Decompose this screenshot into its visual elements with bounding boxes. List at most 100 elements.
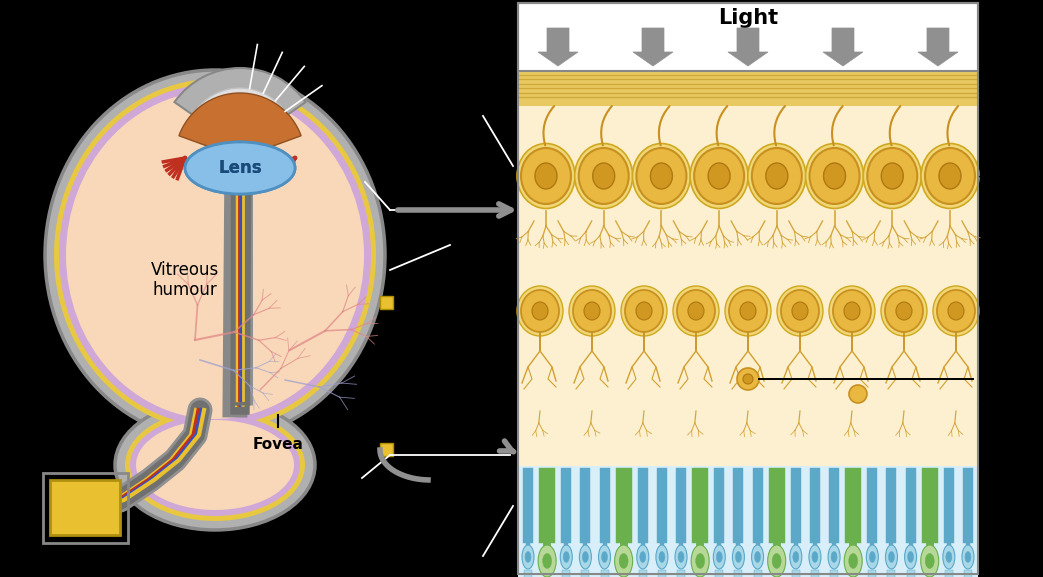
Bar [964, 570, 972, 577]
Ellipse shape [766, 163, 787, 189]
Ellipse shape [844, 545, 863, 577]
Bar [734, 570, 743, 577]
Bar [715, 570, 723, 577]
Ellipse shape [592, 163, 614, 189]
Polygon shape [728, 28, 768, 66]
Ellipse shape [805, 144, 864, 208]
Ellipse shape [696, 553, 705, 568]
Bar [676, 468, 686, 543]
Ellipse shape [54, 79, 377, 431]
Bar [561, 468, 572, 543]
Bar [829, 468, 839, 543]
Bar [769, 468, 784, 543]
Ellipse shape [965, 552, 971, 563]
Ellipse shape [943, 545, 954, 569]
Text: Vitreous
humour: Vitreous humour [151, 261, 219, 299]
Ellipse shape [573, 290, 611, 332]
Bar [753, 570, 761, 577]
Ellipse shape [811, 552, 818, 563]
Ellipse shape [582, 552, 588, 563]
Ellipse shape [833, 290, 871, 332]
Ellipse shape [560, 545, 573, 569]
Ellipse shape [621, 286, 666, 336]
Ellipse shape [864, 144, 921, 208]
Ellipse shape [921, 545, 939, 577]
Bar [945, 570, 953, 577]
Ellipse shape [937, 290, 975, 332]
Ellipse shape [639, 552, 646, 563]
Bar [868, 468, 877, 543]
Ellipse shape [522, 290, 559, 332]
Bar [518, 466, 978, 577]
Ellipse shape [729, 290, 767, 332]
Ellipse shape [828, 545, 840, 569]
Ellipse shape [532, 302, 548, 320]
Ellipse shape [525, 552, 531, 563]
Bar [43, 473, 128, 543]
Ellipse shape [886, 545, 897, 569]
Ellipse shape [636, 302, 652, 320]
Ellipse shape [743, 374, 753, 384]
Ellipse shape [717, 552, 723, 563]
Ellipse shape [580, 545, 591, 569]
Bar [638, 570, 647, 577]
Ellipse shape [579, 148, 629, 204]
Ellipse shape [921, 144, 979, 208]
Ellipse shape [620, 553, 628, 568]
Ellipse shape [829, 286, 875, 336]
Ellipse shape [889, 552, 895, 563]
Bar [580, 468, 590, 543]
Ellipse shape [66, 91, 364, 419]
Bar [50, 480, 120, 535]
Ellipse shape [907, 552, 914, 563]
Bar [523, 468, 533, 543]
Ellipse shape [115, 400, 315, 530]
Ellipse shape [675, 545, 687, 569]
Ellipse shape [632, 144, 690, 208]
Ellipse shape [522, 148, 571, 204]
Text: nerve: nerve [22, 448, 62, 462]
Ellipse shape [185, 142, 295, 194]
Ellipse shape [130, 414, 300, 516]
Bar [753, 468, 762, 543]
Bar [518, 71, 978, 106]
Ellipse shape [637, 545, 649, 569]
Ellipse shape [569, 286, 615, 336]
Ellipse shape [538, 545, 556, 577]
Ellipse shape [790, 545, 802, 569]
Polygon shape [633, 28, 673, 66]
Polygon shape [538, 28, 578, 66]
Ellipse shape [535, 163, 557, 189]
Bar [677, 570, 685, 577]
Bar [791, 468, 801, 543]
Bar [600, 468, 609, 543]
Bar [581, 570, 589, 577]
Ellipse shape [781, 290, 819, 332]
Polygon shape [823, 28, 863, 66]
Ellipse shape [849, 553, 857, 568]
Bar [380, 296, 393, 309]
Ellipse shape [896, 302, 912, 320]
Ellipse shape [725, 286, 771, 336]
Ellipse shape [584, 302, 600, 320]
Ellipse shape [677, 290, 715, 332]
Bar [524, 570, 532, 577]
Ellipse shape [651, 163, 673, 189]
Ellipse shape [542, 553, 552, 568]
Ellipse shape [867, 545, 878, 569]
Ellipse shape [739, 302, 756, 320]
Ellipse shape [962, 545, 974, 569]
Text: Fovea: Fovea [252, 437, 304, 452]
Bar [518, 71, 978, 574]
Ellipse shape [688, 302, 704, 320]
Ellipse shape [695, 148, 744, 204]
Ellipse shape [754, 552, 760, 563]
Ellipse shape [185, 142, 295, 194]
Bar [714, 468, 724, 543]
Bar [906, 570, 915, 577]
Ellipse shape [656, 545, 668, 569]
Bar [887, 468, 897, 543]
Bar [637, 468, 648, 543]
Polygon shape [918, 28, 957, 66]
Ellipse shape [678, 552, 684, 563]
